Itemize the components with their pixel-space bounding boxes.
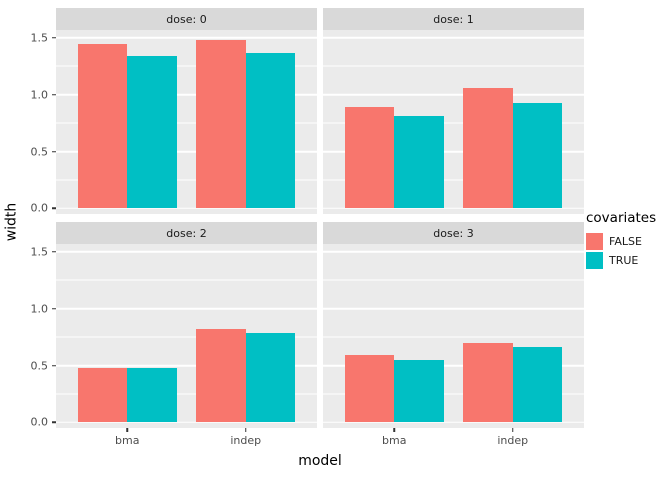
x-tick-mark — [244, 428, 247, 432]
legend: covariates FALSE TRUE — [586, 0, 670, 480]
y-axis-ticks-top: 0.0 0.5 1.0 1.5 — [22, 30, 56, 214]
x-axis-title: model — [298, 453, 342, 469]
legend-item-false: FALSE — [586, 232, 670, 250]
y-tick-mark — [52, 251, 56, 253]
y-tick-mark — [52, 207, 56, 210]
gridline-major — [323, 150, 584, 153]
gridline-major — [56, 421, 317, 424]
gridline-major — [56, 150, 317, 153]
bar-dose-2-indep-FALSE — [196, 329, 246, 423]
facet-strip-label: dose: 1 — [433, 12, 474, 26]
y-tick-label: 0.0 — [30, 201, 49, 215]
legend-title: covariates — [586, 209, 657, 226]
y-tick-mark — [52, 364, 56, 367]
gridline-major — [56, 308, 317, 310]
bar-dose-1-indep-FALSE — [463, 87, 513, 209]
gridline-minor — [56, 336, 317, 338]
x-tick-label: bma — [115, 434, 140, 447]
gridline-minor — [323, 122, 584, 124]
facet-strip-label: dose: 2 — [166, 226, 207, 240]
bar-dose-3-bma-TRUE — [394, 359, 444, 423]
legend-label-false: FALSE — [609, 234, 642, 248]
y-tick-label: 0.5 — [30, 359, 49, 373]
legend-swatch-false — [586, 232, 603, 250]
x-tick-label: indep — [230, 434, 262, 447]
gridline-minor — [323, 65, 584, 67]
gridline-minor — [56, 65, 317, 67]
bar-dose-3-indep-FALSE — [463, 342, 513, 423]
bar-dose-1-bma-TRUE — [394, 116, 444, 209]
x-tick-mark — [511, 428, 514, 432]
y-tick-mark — [52, 421, 56, 424]
plot-grid: dose: 0 dose: 1 dose: 2 dose: 3 0.0 0.5 1.… — [22, 8, 584, 472]
x-axis-ticks-left: bma indep — [56, 428, 317, 450]
gridline-minor — [56, 393, 317, 395]
gridline-major — [56, 364, 317, 367]
facet-strip-dose-1: dose: 1 — [323, 8, 584, 30]
gridline-major — [56, 251, 317, 253]
gridline-minor — [56, 179, 317, 181]
gridline-minor — [56, 279, 317, 281]
gridline-minor — [56, 122, 317, 124]
y-tick-label: 1.5 — [30, 245, 49, 259]
gridline-minor — [323, 179, 584, 181]
legend-label-true: TRUE — [609, 253, 639, 267]
x-tick-label: bma — [382, 434, 407, 447]
y-axis-title-text: width — [3, 202, 19, 242]
gridline-major — [56, 207, 317, 210]
facet-panel-dose-1 — [323, 30, 584, 214]
gridline-major — [56, 94, 317, 96]
bar-dose-0-bma-FALSE — [77, 43, 128, 209]
bar-dose-0-bma-TRUE — [127, 56, 177, 209]
bar-dose-1-bma-FALSE — [344, 107, 395, 209]
gridline-minor — [323, 279, 584, 281]
gridline-major — [323, 37, 584, 39]
bar-dose-2-indep-TRUE — [245, 332, 296, 423]
y-tick-mark — [52, 93, 56, 96]
legend-item-true: TRUE — [586, 251, 670, 269]
y-tick-mark — [52, 307, 56, 310]
gridline-major — [323, 364, 584, 367]
x-tick-mark — [126, 428, 128, 432]
facet-strip-label: dose: 0 — [166, 12, 207, 26]
y-tick-mark — [52, 150, 56, 153]
facet-panel-dose-2 — [56, 244, 317, 428]
y-tick-label: 0.5 — [30, 145, 49, 159]
gridline-major — [323, 308, 584, 310]
facet-strip-dose-3: dose: 3 — [323, 222, 584, 244]
facet-panel-dose-0 — [56, 30, 317, 214]
x-axis-ticks-right: bma indep — [323, 428, 584, 450]
facet-strip-dose-2: dose: 2 — [56, 222, 317, 244]
gridline-major — [323, 421, 584, 424]
x-tick-mark — [393, 428, 395, 432]
bar-dose-3-bma-FALSE — [344, 355, 395, 423]
facet-strip-dose-0: dose: 0 — [56, 8, 317, 30]
y-tick-label: 1.5 — [30, 31, 49, 45]
legend-swatch-true — [586, 251, 603, 269]
bar-dose-2-bma-FALSE — [77, 367, 128, 423]
y-axis-title: width — [2, 0, 20, 444]
gridline-minor — [323, 336, 584, 338]
bar-dose-0-indep-TRUE — [245, 52, 296, 209]
y-tick-label: 0.0 — [30, 415, 49, 429]
y-tick-label: 1.0 — [30, 302, 49, 316]
bar-dose-2-bma-TRUE — [127, 367, 177, 423]
gridline-major — [323, 207, 584, 210]
gridline-minor — [323, 393, 584, 395]
bar-dose-3-indep-TRUE — [512, 347, 563, 423]
facet-panel-dose-3 — [323, 244, 584, 428]
bar-dose-1-indep-TRUE — [512, 102, 563, 209]
x-tick-label: indep — [497, 434, 529, 447]
gridline-major — [323, 251, 584, 253]
y-tick-label: 1.0 — [30, 88, 49, 102]
facet-strip-label: dose: 3 — [433, 226, 474, 240]
bar-dose-0-indep-FALSE — [196, 40, 246, 209]
gridline-major — [323, 94, 584, 96]
y-tick-mark — [52, 37, 56, 39]
gridline-major — [56, 37, 317, 39]
y-axis-ticks-bottom: 0.0 0.5 1.0 1.5 — [22, 244, 56, 428]
